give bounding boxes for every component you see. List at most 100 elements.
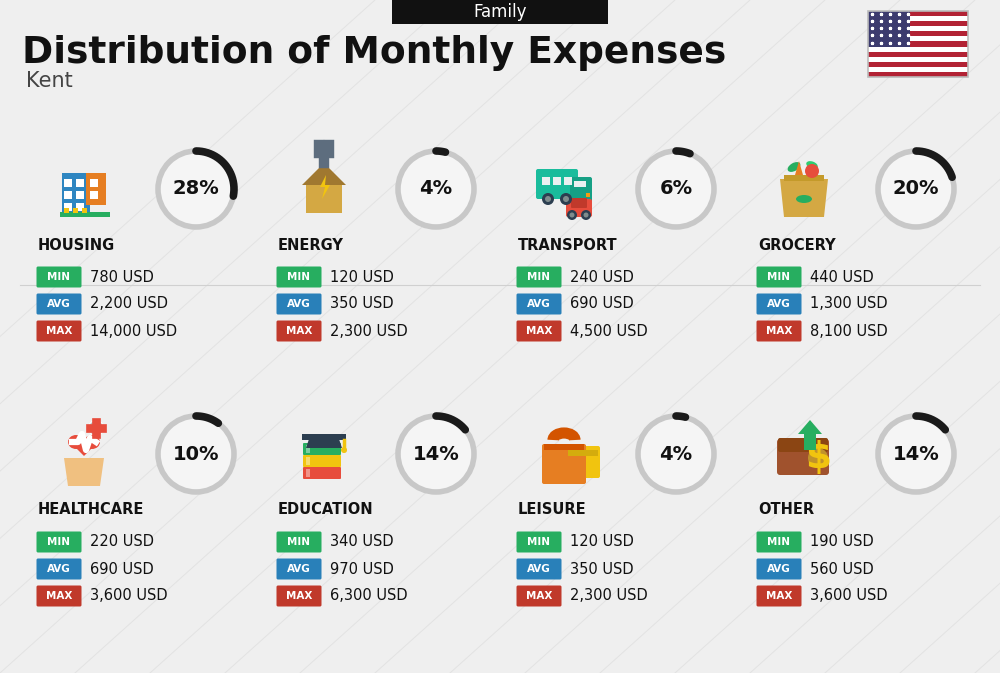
Text: 220 USD: 220 USD: [90, 534, 154, 549]
FancyBboxPatch shape: [36, 532, 82, 553]
FancyBboxPatch shape: [392, 0, 608, 24]
FancyBboxPatch shape: [516, 293, 562, 314]
Text: 690 USD: 690 USD: [90, 561, 154, 577]
Polygon shape: [68, 440, 100, 456]
Text: 4%: 4%: [659, 444, 693, 464]
FancyBboxPatch shape: [566, 446, 600, 478]
FancyBboxPatch shape: [868, 11, 910, 46]
FancyBboxPatch shape: [64, 203, 72, 211]
Circle shape: [638, 151, 714, 227]
Circle shape: [158, 416, 234, 492]
FancyBboxPatch shape: [868, 72, 968, 77]
FancyBboxPatch shape: [73, 208, 78, 213]
Ellipse shape: [806, 161, 818, 169]
Text: MIN: MIN: [288, 537, 310, 547]
Circle shape: [805, 164, 819, 178]
Polygon shape: [306, 169, 342, 213]
FancyBboxPatch shape: [64, 208, 69, 213]
Text: 28%: 28%: [173, 180, 219, 199]
FancyBboxPatch shape: [76, 179, 84, 187]
FancyBboxPatch shape: [778, 438, 828, 452]
FancyBboxPatch shape: [86, 173, 106, 205]
Text: AVG: AVG: [767, 564, 791, 574]
Circle shape: [584, 213, 588, 217]
Circle shape: [570, 213, 574, 217]
FancyBboxPatch shape: [570, 177, 592, 203]
Text: HEALTHCARE: HEALTHCARE: [38, 503, 144, 518]
FancyBboxPatch shape: [868, 26, 968, 32]
Text: EDUCATION: EDUCATION: [278, 503, 374, 518]
FancyBboxPatch shape: [777, 439, 829, 475]
Text: 14%: 14%: [413, 444, 459, 464]
Circle shape: [567, 210, 577, 220]
Text: 120 USD: 120 USD: [330, 269, 394, 285]
Text: MIN: MIN: [528, 537, 550, 547]
Circle shape: [398, 151, 474, 227]
FancyBboxPatch shape: [306, 469, 310, 477]
Text: MIN: MIN: [288, 272, 310, 282]
FancyBboxPatch shape: [542, 444, 586, 484]
Circle shape: [398, 416, 474, 492]
FancyBboxPatch shape: [868, 57, 968, 62]
FancyBboxPatch shape: [36, 320, 82, 341]
Text: 780 USD: 780 USD: [90, 269, 154, 285]
Text: 350 USD: 350 USD: [330, 297, 394, 312]
Polygon shape: [798, 420, 822, 450]
FancyBboxPatch shape: [276, 293, 322, 314]
FancyBboxPatch shape: [36, 293, 82, 314]
FancyBboxPatch shape: [516, 586, 562, 606]
Text: 440 USD: 440 USD: [810, 269, 874, 285]
Text: 3,600 USD: 3,600 USD: [810, 588, 888, 604]
Polygon shape: [780, 179, 828, 217]
Text: 560 USD: 560 USD: [810, 561, 874, 577]
Text: 14%: 14%: [893, 444, 939, 464]
FancyBboxPatch shape: [868, 16, 968, 21]
FancyBboxPatch shape: [303, 443, 341, 455]
Circle shape: [545, 196, 551, 202]
Polygon shape: [320, 175, 330, 199]
Text: TRANSPORT: TRANSPORT: [518, 238, 618, 252]
Text: MAX: MAX: [46, 326, 72, 336]
Ellipse shape: [84, 435, 100, 449]
Text: 970 USD: 970 USD: [330, 561, 394, 577]
FancyBboxPatch shape: [60, 212, 110, 217]
FancyBboxPatch shape: [76, 203, 84, 211]
FancyBboxPatch shape: [90, 191, 98, 199]
Text: AVG: AVG: [287, 299, 311, 309]
FancyBboxPatch shape: [516, 267, 562, 287]
Circle shape: [542, 193, 554, 205]
FancyBboxPatch shape: [302, 434, 346, 440]
Polygon shape: [64, 458, 104, 486]
Circle shape: [89, 421, 103, 435]
Text: MAX: MAX: [766, 591, 792, 601]
FancyBboxPatch shape: [516, 320, 562, 341]
Text: 240 USD: 240 USD: [570, 269, 634, 285]
FancyBboxPatch shape: [536, 169, 578, 199]
Text: MAX: MAX: [286, 326, 312, 336]
Polygon shape: [306, 436, 342, 448]
Text: 20%: 20%: [893, 180, 939, 199]
Text: 690 USD: 690 USD: [570, 297, 634, 312]
FancyBboxPatch shape: [276, 320, 322, 341]
Text: 10%: 10%: [173, 444, 219, 464]
Text: 190 USD: 190 USD: [810, 534, 874, 549]
FancyBboxPatch shape: [64, 191, 72, 199]
Circle shape: [341, 447, 347, 453]
FancyBboxPatch shape: [542, 177, 550, 185]
Text: AVG: AVG: [527, 564, 551, 574]
Text: AVG: AVG: [767, 299, 791, 309]
FancyBboxPatch shape: [76, 191, 84, 199]
Circle shape: [808, 448, 828, 468]
Text: 14,000 USD: 14,000 USD: [90, 324, 177, 339]
Text: 4%: 4%: [419, 180, 453, 199]
Text: 3,600 USD: 3,600 USD: [90, 588, 168, 604]
FancyBboxPatch shape: [868, 42, 968, 46]
FancyBboxPatch shape: [566, 199, 592, 217]
Text: AVG: AVG: [287, 564, 311, 574]
Text: 340 USD: 340 USD: [330, 534, 394, 549]
Circle shape: [878, 416, 954, 492]
FancyBboxPatch shape: [757, 267, 802, 287]
FancyBboxPatch shape: [868, 67, 968, 72]
Text: 2,300 USD: 2,300 USD: [330, 324, 408, 339]
FancyBboxPatch shape: [757, 586, 802, 606]
